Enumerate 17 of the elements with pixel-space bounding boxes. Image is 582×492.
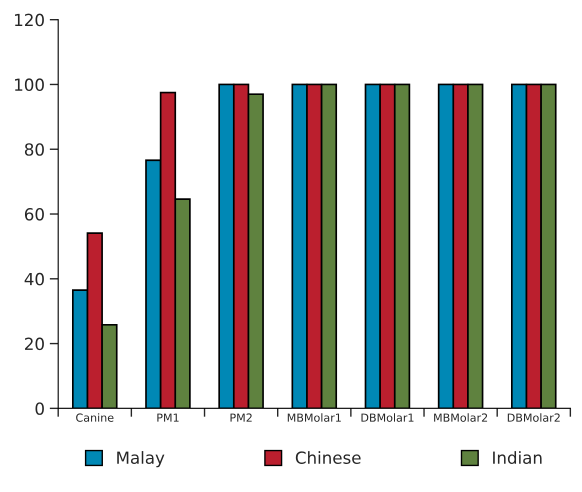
x-tick-label: DBMolar2 — [508, 413, 560, 422]
x-tick-label: Canine — [76, 413, 114, 422]
legend-label: Indian — [493, 451, 542, 464]
y-tick-label: 80 — [24, 143, 44, 156]
x-tick-label: PM2 — [230, 413, 252, 422]
y-tick-label: 120 — [15, 14, 44, 26]
x-tick-label: MBMolar1 — [288, 413, 341, 422]
y-tick-label: 40 — [24, 272, 44, 286]
y-tick-label: 60 — [24, 208, 44, 221]
x-tick-label: DBMolar1 — [361, 413, 414, 422]
x-tick-label: MBMolar2 — [434, 413, 488, 422]
y-tick-label: 0 — [36, 402, 44, 415]
x-tick-label: PM1 — [157, 414, 179, 422]
legend-label: Chinese — [296, 451, 361, 464]
y-tick-label: 20 — [25, 338, 44, 350]
legend-label: Malay — [117, 451, 164, 468]
y-tick-label: 100 — [15, 78, 44, 92]
